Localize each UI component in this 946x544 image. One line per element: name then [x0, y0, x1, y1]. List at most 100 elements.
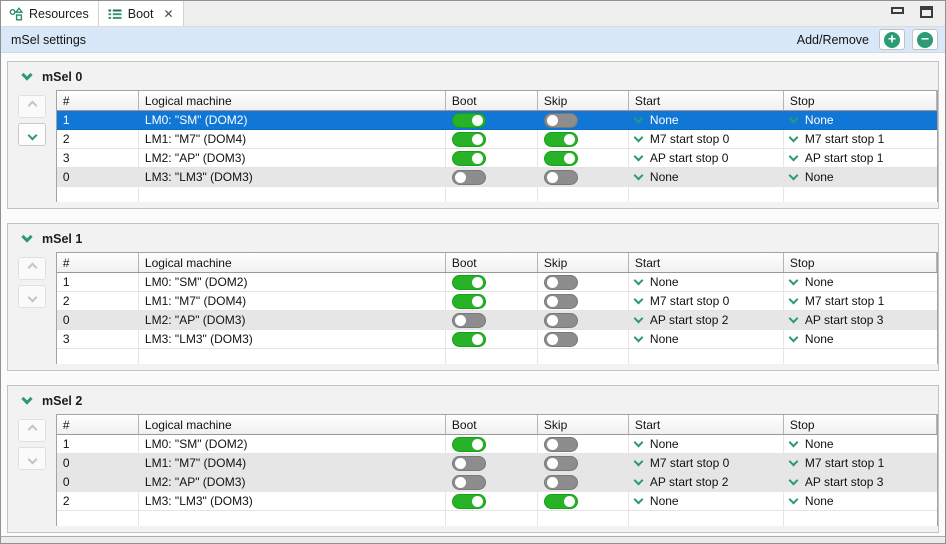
column-header[interactable]: Logical machine	[139, 253, 446, 272]
chevron-down-icon	[788, 151, 799, 161]
empty-cell	[139, 511, 446, 526]
move-up-button[interactable]	[18, 257, 46, 280]
stop-dropdown[interactable]: M7 start stop 1	[784, 292, 937, 310]
table-row[interactable]: 0 LM2: "AP" (DOM3) AP start stop 2 AP st…	[56, 311, 937, 330]
start-dropdown[interactable]: None	[629, 330, 784, 348]
start-dropdown[interactable]: None	[629, 168, 784, 186]
skip-toggle[interactable]	[543, 436, 578, 452]
table-row[interactable]: 0 LM2: "AP" (DOM3) AP start stop 2 AP st…	[56, 473, 937, 492]
stop-dropdown-value: None	[804, 275, 834, 289]
stop-dropdown[interactable]: AP start stop 1	[784, 149, 937, 167]
start-dropdown-value: None	[649, 332, 679, 346]
start-dropdown[interactable]: AP start stop 2	[629, 473, 784, 491]
skip-toggle[interactable]	[543, 455, 578, 471]
boot-toggle[interactable]	[451, 455, 486, 471]
boot-toggle[interactable]	[451, 274, 486, 290]
empty-cell	[446, 187, 538, 202]
column-header[interactable]: Boot	[446, 253, 538, 272]
start-dropdown[interactable]: None	[629, 111, 784, 129]
column-header[interactable]: Logical machine	[139, 91, 446, 110]
column-header[interactable]: Logical machine	[139, 415, 446, 434]
remove-button[interactable]: −	[912, 29, 938, 50]
stop-dropdown[interactable]: None	[784, 111, 937, 129]
start-dropdown[interactable]: AP start stop 0	[629, 149, 784, 167]
start-dropdown[interactable]: None	[629, 435, 784, 453]
boot-toggle[interactable]	[451, 150, 486, 166]
stop-dropdown[interactable]: None	[784, 435, 937, 453]
stop-dropdown[interactable]: None	[784, 330, 937, 348]
move-down-button[interactable]	[18, 285, 46, 308]
tab-resources[interactable]: Resources	[1, 1, 99, 26]
section-collapse-chevron-icon[interactable]	[21, 69, 33, 81]
boot-toggle[interactable]	[451, 169, 486, 185]
tab-boot[interactable]: Boot ✕	[98, 1, 184, 26]
column-header[interactable]: Stop	[784, 253, 937, 272]
stop-dropdown[interactable]: AP start stop 3	[784, 473, 937, 491]
column-header[interactable]: Stop	[784, 415, 937, 434]
table-row[interactable]: 2 LM3: "LM3" (DOM3) None None	[56, 492, 937, 511]
skip-toggle[interactable]	[543, 150, 578, 166]
column-header[interactable]: Boot	[446, 415, 538, 434]
table-row[interactable]: 2 LM1: "M7" (DOM4) M7 start stop 0 M7 st…	[56, 130, 937, 149]
start-dropdown[interactable]: AP start stop 2	[629, 311, 784, 329]
skip-toggle[interactable]	[543, 112, 578, 128]
skip-toggle[interactable]	[543, 474, 578, 490]
skip-toggle[interactable]	[543, 131, 578, 147]
table-row[interactable]: 3 LM2: "AP" (DOM3) AP start stop 0 AP st…	[56, 149, 937, 168]
boot-toggle[interactable]	[451, 493, 486, 509]
minimize-icon[interactable]	[891, 7, 904, 14]
column-header[interactable]: Start	[629, 415, 784, 434]
bottom-strip	[1, 536, 945, 543]
column-header[interactable]: Start	[629, 91, 784, 110]
column-header[interactable]: #	[57, 91, 139, 110]
move-down-button[interactable]	[18, 123, 46, 146]
skip-toggle[interactable]	[543, 312, 578, 328]
table-row[interactable]: 1 LM0: "SM" (DOM2) None None	[56, 111, 937, 130]
stop-dropdown[interactable]: M7 start stop 1	[784, 454, 937, 472]
tab-close-icon[interactable]: ✕	[163, 6, 174, 21]
move-up-button[interactable]	[18, 419, 46, 442]
stop-dropdown[interactable]: AP start stop 3	[784, 311, 937, 329]
skip-toggle[interactable]	[543, 493, 578, 509]
column-header[interactable]: Start	[629, 253, 784, 272]
add-button[interactable]: +	[879, 29, 905, 50]
maximize-icon[interactable]	[920, 5, 933, 18]
column-header[interactable]: Skip	[538, 415, 629, 434]
skip-toggle[interactable]	[543, 169, 578, 185]
start-dropdown[interactable]: M7 start stop 0	[629, 130, 784, 148]
column-header[interactable]: #	[57, 253, 139, 272]
column-header[interactable]: Boot	[446, 91, 538, 110]
start-dropdown[interactable]: None	[629, 273, 784, 291]
start-dropdown[interactable]: None	[629, 492, 784, 510]
move-up-button[interactable]	[18, 95, 46, 118]
table-row[interactable]: 3 LM3: "LM3" (DOM3) None None	[56, 330, 937, 349]
boot-toggle[interactable]	[451, 131, 486, 147]
boot-toggle[interactable]	[451, 312, 486, 328]
boot-toggle[interactable]	[451, 474, 486, 490]
boot-toggle[interactable]	[451, 331, 486, 347]
column-header[interactable]: Skip	[538, 253, 629, 272]
stop-dropdown[interactable]: None	[784, 168, 937, 186]
column-header[interactable]: Stop	[784, 91, 937, 110]
stop-dropdown[interactable]: None	[784, 273, 937, 291]
table-row[interactable]: 1 LM0: "SM" (DOM2) None None	[56, 273, 937, 292]
stop-dropdown[interactable]: M7 start stop 1	[784, 130, 937, 148]
table-row[interactable]: 0 LM3: "LM3" (DOM3) None None	[56, 168, 937, 187]
boot-toggle[interactable]	[451, 112, 486, 128]
section-collapse-chevron-icon[interactable]	[21, 231, 33, 243]
start-dropdown[interactable]: M7 start stop 0	[629, 454, 784, 472]
skip-toggle[interactable]	[543, 293, 578, 309]
skip-toggle[interactable]	[543, 274, 578, 290]
section-collapse-chevron-icon[interactable]	[21, 393, 33, 405]
table-row[interactable]: 1 LM0: "SM" (DOM2) None None	[56, 435, 937, 454]
boot-toggle[interactable]	[451, 293, 486, 309]
stop-dropdown[interactable]: None	[784, 492, 937, 510]
skip-toggle[interactable]	[543, 331, 578, 347]
boot-toggle[interactable]	[451, 436, 486, 452]
table-row[interactable]: 2 LM1: "M7" (DOM4) M7 start stop 0 M7 st…	[56, 292, 937, 311]
column-header[interactable]: Skip	[538, 91, 629, 110]
table-row[interactable]: 0 LM1: "M7" (DOM4) M7 start stop 0 M7 st…	[56, 454, 937, 473]
column-header[interactable]: #	[57, 415, 139, 434]
move-down-button[interactable]	[18, 447, 46, 470]
start-dropdown[interactable]: M7 start stop 0	[629, 292, 784, 310]
